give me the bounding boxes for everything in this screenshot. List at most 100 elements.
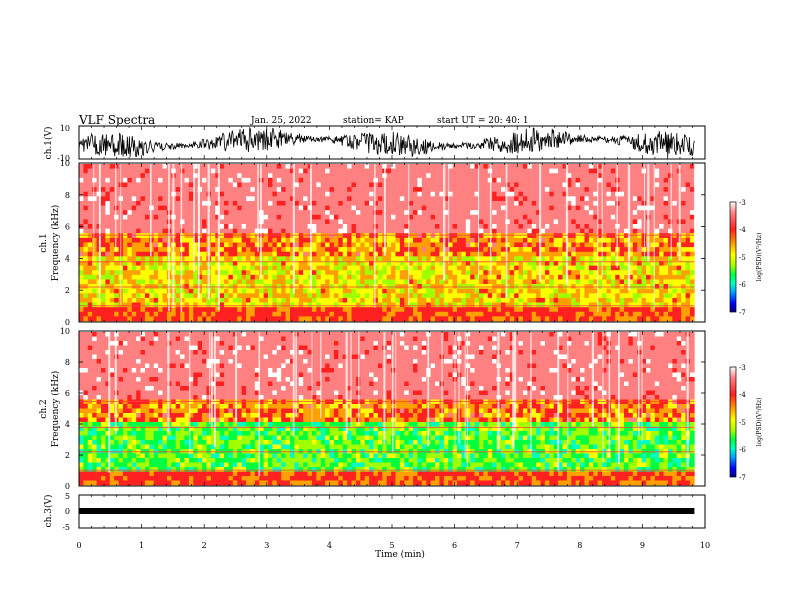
- ch1-spec-cell: [575, 247, 581, 253]
- ch1-spec-cell: [307, 293, 313, 299]
- ch1-spec-cell: [369, 168, 374, 174]
- ch1-spec-cell: [259, 316, 264, 322]
- ch1-spec-cell: [461, 200, 467, 206]
- ch1-spec-cell: [386, 187, 392, 193]
- ch1-spec-cell: [377, 200, 383, 206]
- ch1-spec-cell: [136, 233, 141, 239]
- ch1-spec-cell: [105, 237, 111, 243]
- ch1-spec-cell: [144, 168, 150, 174]
- ch2-spec-cell: [92, 368, 97, 373]
- ch1-spec-cell: [268, 237, 273, 243]
- ch1-spec-cell: [105, 279, 111, 285]
- ch1-spec-cell: [531, 274, 537, 280]
- ch1-spec-cell: [584, 196, 590, 202]
- ch1-spec-cell: [571, 297, 576, 303]
- ch1-spec-cell: [448, 200, 453, 206]
- ch1-spec-cell: [689, 164, 695, 169]
- ch1-spec-cell: [180, 288, 185, 294]
- ch1-spec-cell: [624, 214, 629, 220]
- ch1-spec-cell: [659, 187, 664, 193]
- ch1-spec-cell: [373, 233, 379, 239]
- ch1-spec-cell: [149, 210, 155, 216]
- ch1-spec-cell: [250, 302, 256, 308]
- ch1-spec-cell: [105, 224, 111, 229]
- ch1-spec-cell: [659, 210, 664, 216]
- ch1-spec-cell: [536, 191, 541, 197]
- ch1-spec-cell: [492, 187, 497, 193]
- ch1-spec-cell: [386, 307, 392, 313]
- ch1-spec-cell: [395, 224, 401, 229]
- ch1-spec-cell: [509, 173, 515, 179]
- ch1-spec-cell: [540, 210, 546, 216]
- ch1-spec-cell: [391, 214, 396, 220]
- ch1-spec-cell: [404, 205, 409, 211]
- ch1-spec-cell: [496, 200, 502, 206]
- ch1-spec-cell: [566, 311, 572, 317]
- ch1-spec-cell: [408, 214, 414, 220]
- ch1-spec-cell: [566, 265, 572, 271]
- ch1-spec-cell: [180, 196, 185, 202]
- ch1-spec-cell: [281, 219, 286, 225]
- ch1-spec-cell: [197, 168, 203, 174]
- ch1-spec-cell: [465, 311, 471, 317]
- ch1-spec-cell: [470, 219, 475, 225]
- ch1-spec-cell: [597, 233, 603, 239]
- ch1-spec-cell: [430, 265, 436, 271]
- ch1-spec-cell: [188, 164, 194, 169]
- ch1-spec-cell: [303, 182, 308, 188]
- ch2-spec-cell: [83, 413, 89, 418]
- ch1-spec-cell: [351, 307, 357, 313]
- ch1-spec-cell: [536, 251, 541, 257]
- ch1-spec-cell: [435, 265, 440, 271]
- ch1-spec-cell: [566, 279, 572, 285]
- ch1-spec-cell: [202, 242, 207, 248]
- ch1-spec-cell: [650, 182, 656, 188]
- ch1-spec-cell: [391, 164, 396, 169]
- ch1-spec-cell: [443, 307, 449, 313]
- ch1-spec-cell: [210, 256, 216, 262]
- ch1-spec-cell: [571, 247, 576, 253]
- ch1-spec-cell: [566, 214, 572, 220]
- ch2-spec-cell: [92, 480, 97, 486]
- ch1-spec-cell: [443, 311, 449, 317]
- ch1-spec-cell: [672, 247, 678, 253]
- ch1-spec-cell: [184, 279, 190, 285]
- ch1-ytick-bottom: -10: [57, 154, 70, 163]
- ch1-spec-cell: [294, 187, 300, 193]
- ch1-spec-cell: [646, 288, 651, 294]
- ch1-spec-cell: [131, 196, 137, 202]
- ch1-spec-cell: [593, 242, 598, 248]
- ch1-spec-cell: [681, 256, 686, 262]
- ch1-spec-cell: [452, 237, 458, 243]
- ch1-spec-cell: [610, 279, 616, 285]
- ch1-spec-cell: [162, 237, 168, 243]
- ch2-spec-cell: [83, 440, 89, 445]
- ch1-spec-cell: [250, 297, 256, 303]
- ch1-spec-cell: [522, 256, 528, 262]
- ch1-spec-cell: [263, 182, 269, 188]
- ch1-spec-cell: [509, 237, 515, 243]
- ch1-spec-cell: [593, 214, 598, 220]
- ch1-spec-cell: [654, 274, 660, 280]
- ch1-spec-cell: [637, 168, 642, 174]
- ch1-spec-cell: [527, 247, 533, 253]
- ch1-spec-cell: [153, 316, 159, 322]
- ch1-spec-cell: [514, 164, 519, 169]
- ch1-spec-cell: [602, 265, 607, 271]
- ch1-spec-cell: [144, 256, 150, 262]
- ch1-spec-cell: [465, 205, 471, 211]
- ch1-spec-cell: [676, 311, 682, 317]
- ch1-spec-cell: [417, 205, 423, 211]
- ch1-spec-cell: [667, 251, 673, 257]
- ch1-spec-cell: [364, 233, 370, 239]
- ch1-spec-cell: [254, 205, 260, 211]
- ch1-spec-cell: [193, 288, 198, 294]
- ch1-spec-cell: [355, 279, 361, 285]
- ch1-spec-streak: [597, 164, 599, 313]
- ch1-spec-cell: [298, 205, 304, 211]
- ch1-spec-cell: [448, 265, 453, 271]
- ch1-spec-cell: [500, 260, 506, 266]
- ch1-spec-cell: [553, 247, 559, 253]
- ch1-spec-streak: [120, 164, 122, 305]
- ch1-spec-cell: [443, 242, 449, 248]
